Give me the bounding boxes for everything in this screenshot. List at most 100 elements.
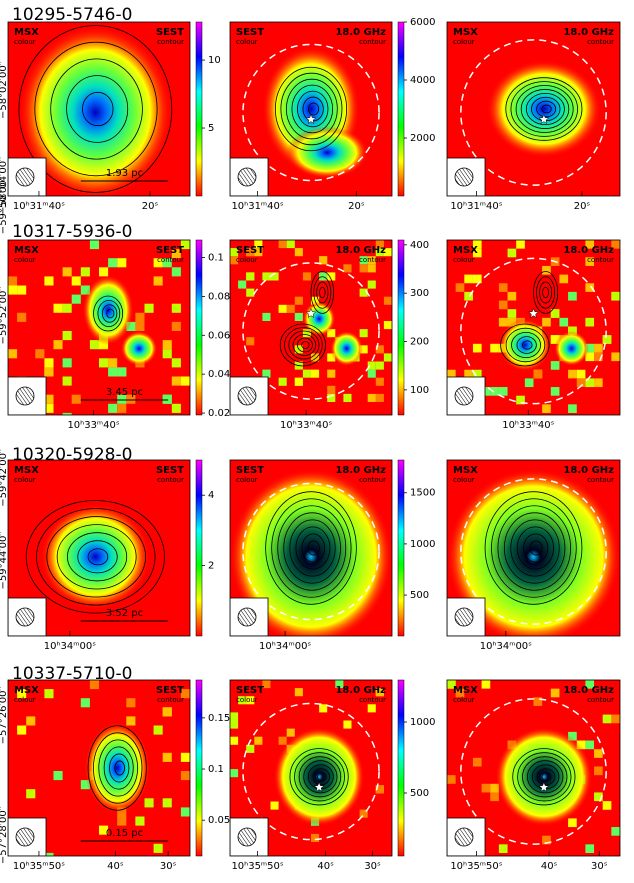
ra-tick-label: 20ˢ — [348, 201, 365, 212]
contour — [25, 500, 165, 614]
noise-pixel — [17, 312, 27, 322]
noise-pixel — [153, 725, 163, 735]
contour — [297, 90, 329, 128]
colorbar-tick-label: 300 — [410, 288, 429, 299]
noise-pixel — [568, 818, 577, 828]
noise-pixel — [230, 248, 239, 257]
beam — [15, 827, 35, 847]
noise-pixel — [62, 303, 72, 313]
contour — [50, 58, 143, 160]
colour-label: SEST — [236, 685, 264, 696]
noise-pixel — [8, 276, 18, 286]
noise-pixel — [180, 752, 190, 762]
ra-tick-label: 10ʰ33ᵐ40ˢ — [67, 420, 119, 431]
noise-pixel — [262, 369, 271, 378]
colour-label: MSX — [14, 245, 39, 256]
primary-beam — [460, 698, 607, 845]
contour — [289, 748, 349, 806]
contour — [109, 753, 130, 783]
noise-pixel — [254, 240, 263, 249]
contour-sub: contour — [587, 256, 614, 264]
ra-tick-label: 30ˢ — [591, 861, 608, 872]
ra-tick-label: 20ˢ — [142, 201, 159, 212]
contour — [510, 81, 578, 137]
noise-pixel — [472, 274, 482, 284]
noise-pixel — [117, 258, 127, 268]
noise-pixel — [302, 272, 311, 281]
contour — [103, 746, 134, 790]
noise-pixel — [162, 798, 172, 808]
noise-pixel — [117, 367, 127, 377]
contour — [319, 286, 326, 299]
contour — [101, 304, 118, 323]
colour-sub: colour — [236, 476, 258, 484]
colour-label: MSX — [453, 685, 478, 696]
noise-pixel — [594, 343, 603, 353]
contour — [308, 102, 320, 116]
contour-sub: contour — [157, 696, 184, 704]
noise-pixel — [162, 258, 172, 268]
noise-pixel — [319, 704, 328, 713]
source-title: 10337-5710-0 — [12, 664, 132, 684]
colour-sub: colour — [14, 38, 36, 46]
contour — [497, 505, 571, 591]
contour — [67, 532, 128, 582]
colorbar — [397, 679, 405, 857]
contour — [82, 91, 114, 127]
noise-pixel — [367, 393, 376, 402]
noise-pixel — [335, 680, 344, 689]
noise-pixel — [53, 771, 63, 781]
noise-pixel — [481, 680, 491, 689]
beam — [454, 386, 474, 406]
source-title: 10317-5936-0 — [12, 222, 132, 242]
noise-pixel — [126, 321, 136, 331]
contour-label: 18.0 GHz — [335, 685, 386, 696]
contour — [484, 491, 583, 605]
noise-pixel — [533, 369, 543, 379]
source-star — [538, 113, 550, 125]
noise-pixel — [246, 744, 255, 753]
contour-sub: contour — [359, 256, 386, 264]
noise-pixel — [286, 304, 295, 313]
noise-pixel — [611, 240, 620, 249]
emission — [273, 727, 365, 827]
contour — [517, 752, 572, 802]
noise-pixel — [594, 749, 603, 758]
noise-pixel — [230, 256, 239, 265]
noise-pixel — [80, 780, 90, 790]
noise-pixel — [294, 312, 303, 321]
noise-pixel — [576, 740, 586, 750]
noise-pixel — [278, 377, 287, 386]
noise-pixel — [246, 288, 255, 297]
contour — [283, 512, 341, 584]
contour — [114, 760, 125, 776]
primary-beam — [242, 43, 380, 182]
map-image — [230, 680, 392, 856]
contour-label: SEST — [156, 245, 184, 256]
noise-pixel — [230, 720, 239, 729]
noise-pixel — [507, 291, 517, 301]
contour — [541, 104, 552, 114]
ra-tick-label: 10ʰ35ᵐ50ˢ — [13, 861, 65, 872]
panel-frame — [446, 21, 621, 197]
noise-pixel — [180, 376, 190, 386]
contour — [46, 516, 147, 598]
noise-pixel — [383, 353, 392, 362]
noise-pixel — [550, 361, 560, 370]
noise-pixel — [262, 312, 271, 321]
noise-pixel — [99, 825, 109, 835]
noise-pixel — [17, 689, 27, 699]
noise-pixel — [89, 340, 99, 350]
colorbar-tick-label: 400 — [410, 240, 429, 251]
contour — [516, 336, 537, 354]
ra-tick-label: 10ʰ33ᵐ40ˢ — [280, 420, 332, 431]
noise-pixel — [153, 276, 163, 286]
colorbar — [195, 679, 203, 857]
ra-tick-label: 10ʰ35ᵐ50ˢ — [231, 861, 283, 872]
colorbar-tick-label: 200 — [410, 337, 429, 348]
colorbar-tick-label: 0.04 — [208, 369, 230, 380]
contour — [93, 732, 143, 804]
contour-label: 18.0 GHz — [563, 245, 614, 256]
